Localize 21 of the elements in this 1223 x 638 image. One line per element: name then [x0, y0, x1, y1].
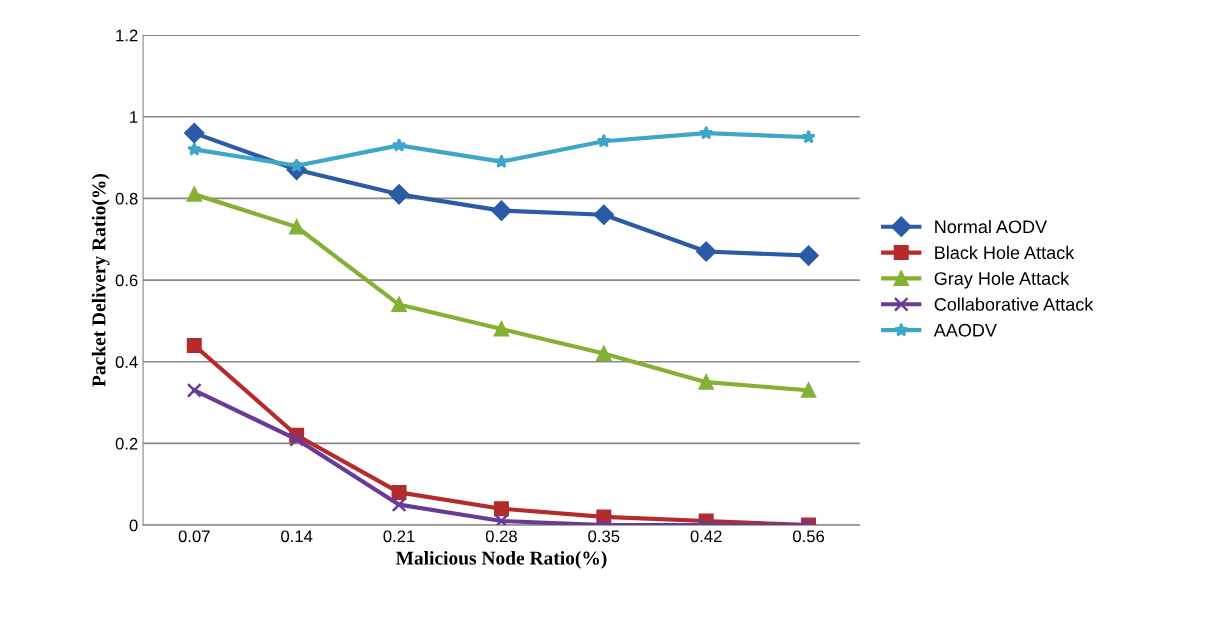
- x-tick-label: 0.07: [178, 530, 210, 543]
- legend-label: Normal AODV: [935, 219, 1048, 234]
- x-tick-label: 0.42: [690, 530, 722, 543]
- y-tick-label: 1: [130, 111, 138, 123]
- legend-label: Black Hole Attack: [935, 245, 1075, 260]
- legend-label: AAODV: [933, 323, 997, 337]
- y-tick-label: 0.4: [115, 356, 138, 368]
- x-tick-label: 0.56: [793, 530, 825, 543]
- x-tick-label: 0.14: [281, 530, 313, 543]
- y-tick-label: 0: [129, 519, 138, 532]
- x-tick-label: 0.21: [383, 530, 415, 543]
- y-tick-label: 0.8: [115, 192, 138, 205]
- legend-label: Gray Hole Attack: [934, 271, 1070, 289]
- x-axis-title: Malicious Node Ratio(%): [395, 551, 607, 569]
- legend-label: Collaborative Attack: [934, 297, 1094, 311]
- x-tick-label: 0.35: [588, 530, 620, 543]
- y-tick-label: 1.2: [116, 29, 138, 42]
- y-tick-label: 0.6: [115, 274, 138, 287]
- y-axis-title: Packet Delivery Ratio(%): [91, 174, 110, 387]
- y-tick-label: 0.2: [115, 437, 138, 450]
- x-tick-label: 0.28: [485, 530, 517, 543]
